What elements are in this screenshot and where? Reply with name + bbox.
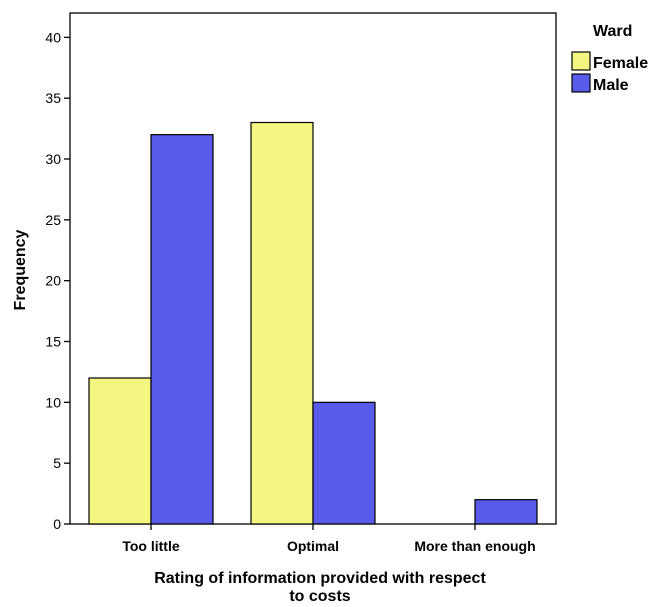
bar-female xyxy=(88,377,152,525)
bar-male xyxy=(474,499,538,525)
x-tick-label: Too little xyxy=(122,538,179,554)
bar-male xyxy=(312,401,376,525)
legend: Ward Female Male xyxy=(571,23,648,94)
y-tick-label: 30 xyxy=(45,151,61,167)
x-axis-title-line1: Rating of information provided with resp… xyxy=(154,570,486,587)
bar-male xyxy=(150,134,214,525)
y-tick-label: 40 xyxy=(45,29,61,45)
bar-female xyxy=(250,121,314,525)
y-tick-label: 20 xyxy=(45,273,61,289)
legend-label-male: Male xyxy=(593,77,629,94)
y-tick-label: 10 xyxy=(45,394,61,410)
legend-swatch-female xyxy=(571,51,591,71)
y-tick-label: 5 xyxy=(53,455,61,471)
x-tick-label: Optimal xyxy=(287,538,339,554)
y-tick-label: 25 xyxy=(45,212,61,228)
legend-title: Ward xyxy=(593,23,632,40)
y-tick-label: 15 xyxy=(45,334,61,350)
x-axis-title-line2: to costs xyxy=(289,588,350,605)
x-tick-label: More than enough xyxy=(414,538,535,554)
legend-swatch-male xyxy=(571,73,591,93)
legend-label-female: Female xyxy=(593,55,648,72)
y-axis-title: Frequency xyxy=(12,229,29,310)
y-tick-label: 0 xyxy=(53,516,61,532)
y-tick-label: 35 xyxy=(45,90,61,106)
plot-area: 0 5 10 15 20 25 30 35 40 Too little Optimal More th… xyxy=(45,12,557,554)
